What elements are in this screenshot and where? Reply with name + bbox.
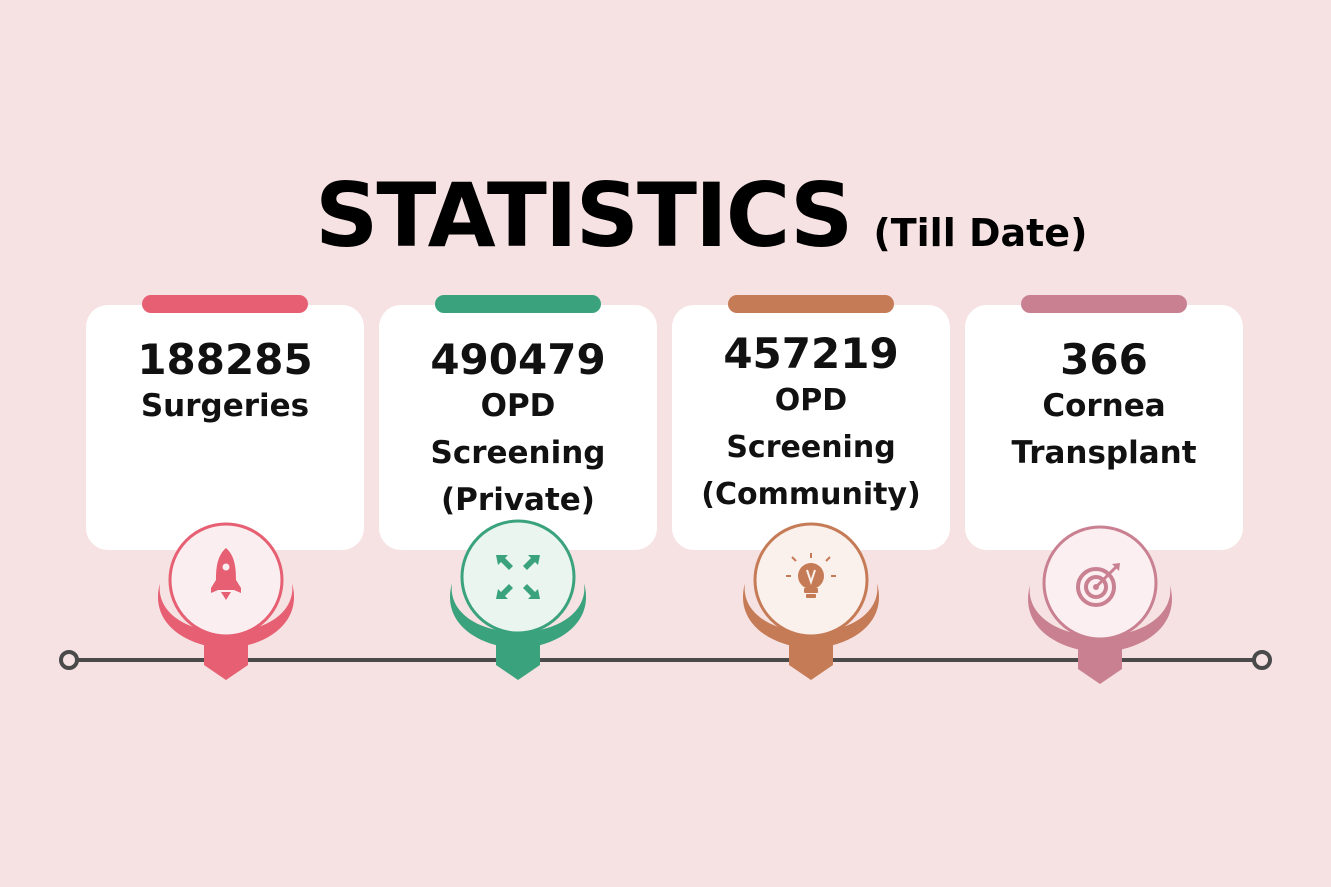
stat-label-line: OPD xyxy=(774,383,848,419)
stat-card-opd-private: 490479 OPD Screening (Private) xyxy=(379,295,657,550)
stat-label-line: (Community) xyxy=(701,477,921,513)
rocket-icon xyxy=(211,548,241,600)
stat-label-line: Cornea xyxy=(1042,388,1166,425)
card-accent-tab xyxy=(435,295,601,313)
stat-label-line: Surgeries xyxy=(140,388,310,425)
stat-value: 490479 xyxy=(430,335,606,384)
expand-arrows-icon xyxy=(496,555,540,599)
stat-card-surgeries: 188285 Surgeries xyxy=(86,295,364,550)
stat-label-line: Transplant xyxy=(1011,435,1197,472)
card-accent-tab xyxy=(1021,295,1187,313)
stat-value: 457219 xyxy=(723,329,899,378)
lightbulb-icon xyxy=(786,553,836,598)
page-title: STATISTICS xyxy=(315,164,853,267)
stat-label-line: Screening xyxy=(726,430,896,466)
stat-label-line: Screening xyxy=(430,435,606,472)
stat-value: 188285 xyxy=(137,335,313,384)
stat-label-line: OPD xyxy=(480,388,556,425)
stat-label-line: (Private) xyxy=(441,482,595,519)
target-icon xyxy=(1076,563,1120,607)
card-accent-tab xyxy=(728,295,894,313)
page-header: STATISTICS (Till Date) xyxy=(315,172,1087,260)
page-subtitle: (Till Date) xyxy=(873,211,1088,255)
stat-card-cornea-transplant: 366 Cornea Transplant xyxy=(965,295,1243,550)
timeline-marker-cornea-transplant xyxy=(1028,525,1172,684)
card-accent-tab xyxy=(142,295,308,313)
stat-card-opd-community: 457219 OPD Screening (Community) xyxy=(672,295,950,550)
timeline-start-dot xyxy=(59,650,79,670)
timeline-end-dot xyxy=(1252,650,1272,670)
stat-value: 366 xyxy=(1060,335,1148,384)
